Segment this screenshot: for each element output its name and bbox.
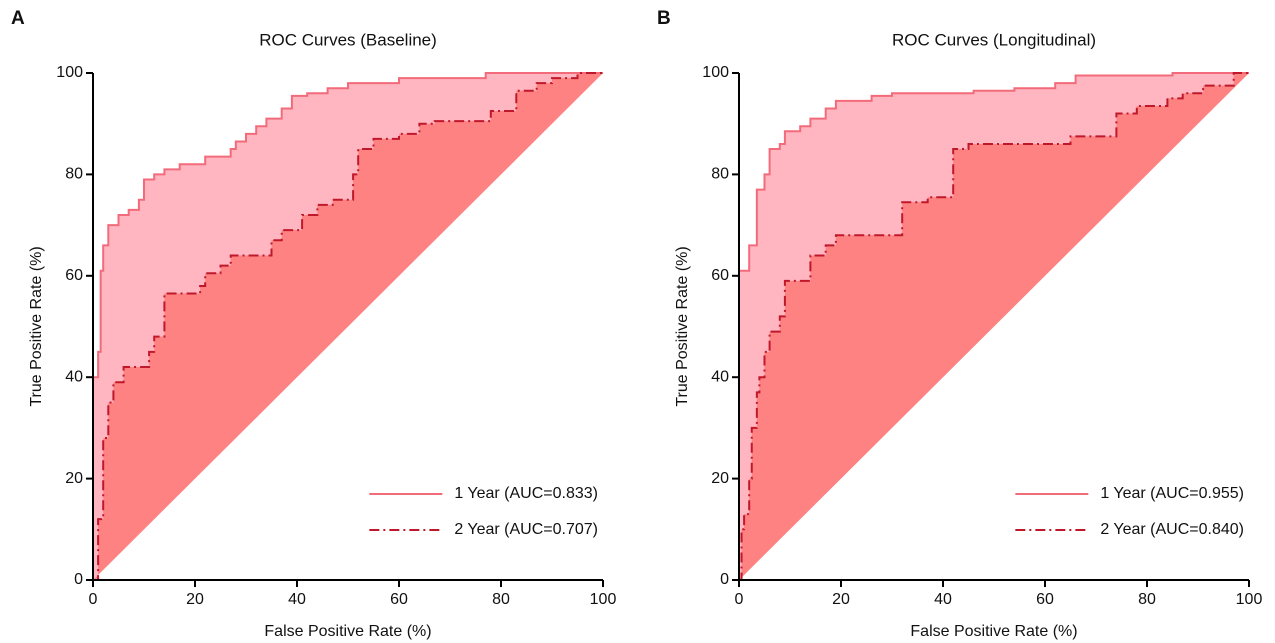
roc-line bbox=[739, 72, 1249, 581]
x-tick-label: 40 bbox=[288, 591, 306, 608]
y-tick-label: 100 bbox=[702, 64, 729, 81]
x-tick-label: 0 bbox=[735, 591, 744, 608]
y-tick-label: 60 bbox=[711, 267, 729, 284]
chart-panel: A ROC Curves (Baseline) 0 20 40 60 80 100 0 20 40 6… bbox=[11, 8, 616, 640]
y-tick-label: 60 bbox=[65, 267, 83, 284]
x-tick-label: 0 bbox=[89, 591, 98, 608]
roc-line bbox=[738, 72, 1249, 580]
y-tick-label: 0 bbox=[720, 571, 729, 588]
x-tick-label: 60 bbox=[1036, 591, 1054, 608]
chart-panel: B ROC Curves (Longitudinal) 0 20 40 60 80 100 0 2… bbox=[657, 8, 1262, 640]
legend-label: 1 Year (AUC=0.955) bbox=[1100, 485, 1244, 502]
panel-label: B bbox=[657, 8, 671, 29]
x-tick-label: 60 bbox=[390, 591, 408, 608]
roc-line bbox=[93, 72, 603, 581]
y-tick-label: 40 bbox=[65, 368, 83, 385]
y-tick-label: 20 bbox=[65, 470, 83, 487]
y-tick-label: 80 bbox=[711, 166, 729, 183]
x-tick-label: 80 bbox=[1138, 591, 1156, 608]
panel-label: A bbox=[11, 8, 25, 29]
y-axis-label: True Positive Rate (%) bbox=[674, 246, 691, 406]
x-tick-label: 20 bbox=[832, 591, 850, 608]
x-tick-label: 20 bbox=[186, 591, 204, 608]
y-tick-label: 100 bbox=[56, 64, 83, 81]
legend-label: 1 Year (AUC=0.833) bbox=[454, 485, 598, 502]
y-tick-label: 20 bbox=[711, 470, 729, 487]
y-tick-label: 0 bbox=[74, 571, 83, 588]
legend-label: 2 Year (AUC=0.707) bbox=[454, 521, 598, 538]
x-tick-label: 100 bbox=[590, 591, 617, 608]
x-tick-label: 80 bbox=[492, 591, 510, 608]
x-tick-label: 100 bbox=[1236, 591, 1263, 608]
x-axis-label: False Positive Rate (%) bbox=[264, 623, 431, 640]
chart-title: ROC Curves (Longitudinal) bbox=[892, 30, 1096, 49]
area-fill bbox=[93, 73, 603, 580]
chart-title: ROC Curves (Baseline) bbox=[259, 30, 437, 49]
y-axis-label: True Positive Rate (%) bbox=[28, 246, 45, 406]
x-tick-label: 40 bbox=[934, 591, 952, 608]
roc-line bbox=[92, 72, 603, 580]
x-axis-label: False Positive Rate (%) bbox=[910, 623, 1077, 640]
legend-label: 2 Year (AUC=0.840) bbox=[1100, 521, 1244, 538]
area-fill bbox=[739, 73, 1249, 580]
y-tick-label: 80 bbox=[65, 166, 83, 183]
y-tick-label: 40 bbox=[711, 368, 729, 385]
